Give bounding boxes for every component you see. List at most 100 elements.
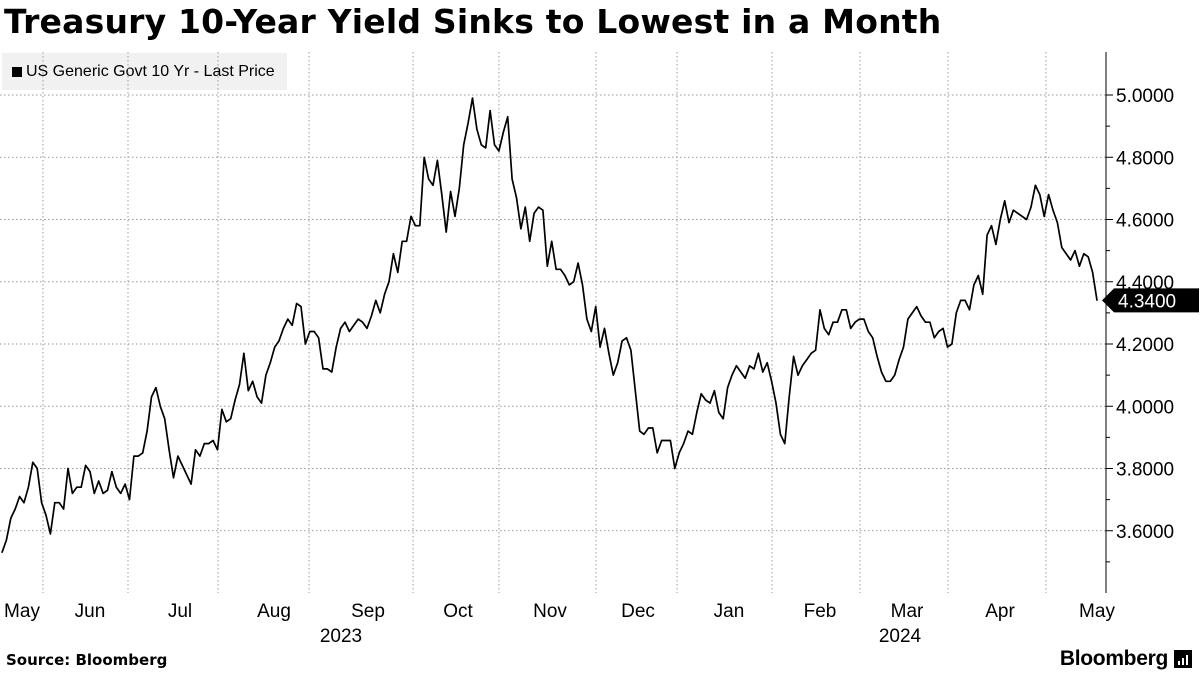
data-point bbox=[995, 243, 997, 245]
legend: US Generic Govt 10 Yr - Last Price bbox=[2, 53, 287, 90]
data-point bbox=[555, 268, 557, 270]
data-point bbox=[243, 352, 245, 354]
data-point bbox=[41, 502, 43, 504]
data-point bbox=[872, 337, 874, 339]
data-point bbox=[485, 147, 487, 149]
data-point bbox=[986, 234, 988, 236]
data-point bbox=[858, 318, 861, 320]
data-point bbox=[379, 312, 381, 314]
data-point bbox=[115, 486, 117, 488]
data-point bbox=[49, 533, 52, 535]
data-point bbox=[406, 240, 408, 242]
data-point bbox=[186, 474, 188, 476]
x-tick-label: Mar bbox=[891, 601, 924, 622]
legend-swatch bbox=[12, 66, 22, 77]
data-point bbox=[1, 551, 3, 554]
data-point bbox=[150, 396, 153, 398]
data-point bbox=[98, 480, 100, 482]
y-tick-label: 4.8000 bbox=[1116, 148, 1174, 169]
data-point bbox=[520, 228, 522, 230]
data-point bbox=[362, 321, 364, 323]
data-point bbox=[784, 443, 786, 445]
data-point bbox=[71, 492, 73, 494]
data-point bbox=[951, 343, 953, 345]
data-point bbox=[322, 368, 324, 370]
data-point bbox=[968, 309, 971, 311]
data-point bbox=[366, 327, 368, 329]
data-point bbox=[498, 150, 500, 152]
data-point bbox=[687, 430, 689, 432]
data-point bbox=[265, 374, 267, 376]
y-tick-label: 4.6000 bbox=[1116, 211, 1174, 232]
data-point bbox=[212, 439, 214, 442]
data-point bbox=[586, 318, 588, 320]
last-value-marker: 4.3400 bbox=[1102, 288, 1199, 313]
data-point bbox=[806, 359, 808, 361]
data-point bbox=[656, 452, 658, 454]
data-point bbox=[335, 346, 337, 348]
data-point bbox=[1017, 212, 1019, 214]
data-point bbox=[876, 355, 878, 357]
data-point bbox=[252, 380, 254, 382]
data-point bbox=[375, 299, 377, 301]
data-point bbox=[551, 240, 553, 242]
data-point bbox=[80, 486, 82, 488]
x-tick-label: Jun bbox=[75, 601, 106, 622]
data-point bbox=[740, 371, 742, 373]
data-point bbox=[199, 455, 201, 457]
data-point bbox=[722, 418, 724, 420]
data-point bbox=[428, 178, 430, 180]
data-point bbox=[515, 197, 518, 199]
data-point bbox=[612, 374, 614, 376]
data-point bbox=[234, 399, 236, 401]
data-point bbox=[630, 349, 632, 351]
data-point bbox=[128, 499, 131, 501]
data-point bbox=[625, 337, 628, 339]
data-point bbox=[779, 433, 782, 435]
data-point bbox=[120, 492, 122, 494]
data-point bbox=[920, 315, 922, 317]
data-point bbox=[172, 477, 175, 479]
y-tick-label: 4.2000 bbox=[1116, 335, 1174, 356]
data-point bbox=[256, 396, 258, 398]
data-point bbox=[590, 330, 592, 333]
series bbox=[1, 97, 1098, 554]
x-group-label: 2024 bbox=[879, 626, 922, 645]
data-point bbox=[357, 318, 359, 320]
data-point bbox=[14, 508, 16, 510]
data-point bbox=[880, 371, 883, 373]
data-point bbox=[309, 330, 311, 333]
data-point bbox=[164, 418, 166, 420]
data-point bbox=[331, 371, 333, 373]
x-tick-label: Sep bbox=[351, 601, 385, 622]
data-point bbox=[1008, 222, 1010, 224]
data-point bbox=[269, 362, 271, 364]
data-point bbox=[58, 502, 60, 504]
data-point bbox=[111, 471, 113, 473]
y-tick-label: 4.0000 bbox=[1116, 397, 1174, 418]
data-point bbox=[471, 97, 474, 99]
data-point bbox=[819, 309, 821, 311]
data-point bbox=[581, 284, 584, 286]
data-point bbox=[718, 411, 720, 414]
data-point bbox=[392, 253, 394, 255]
data-point bbox=[749, 365, 751, 367]
data-point bbox=[546, 265, 548, 267]
data-point bbox=[353, 324, 355, 326]
data-point bbox=[467, 122, 469, 124]
data-point bbox=[898, 359, 900, 361]
data-point bbox=[54, 502, 56, 504]
data-point bbox=[916, 306, 918, 308]
data-point bbox=[1012, 209, 1015, 211]
data-point bbox=[705, 399, 707, 401]
data-point bbox=[652, 427, 654, 429]
brand-logo: Bloomberg bbox=[1060, 647, 1192, 671]
bloomberg-terminal-icon bbox=[1174, 650, 1192, 668]
data-point bbox=[493, 144, 496, 146]
data-point bbox=[815, 349, 817, 351]
data-point bbox=[432, 184, 434, 186]
data-point bbox=[955, 312, 957, 314]
data-point bbox=[603, 327, 606, 329]
data-point bbox=[287, 318, 289, 320]
data-point bbox=[533, 212, 535, 214]
